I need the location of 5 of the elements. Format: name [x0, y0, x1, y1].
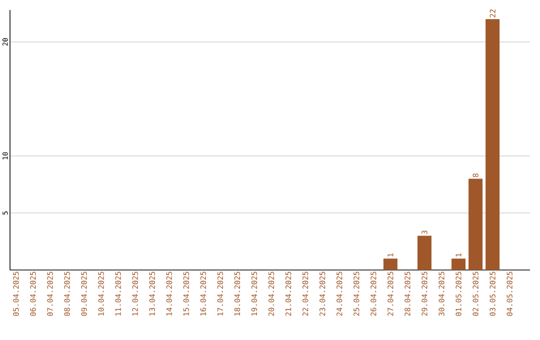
bar: [383, 258, 398, 270]
bar: [452, 258, 466, 270]
bar: [468, 178, 483, 270]
bar: [417, 236, 432, 270]
bar: [486, 19, 500, 270]
